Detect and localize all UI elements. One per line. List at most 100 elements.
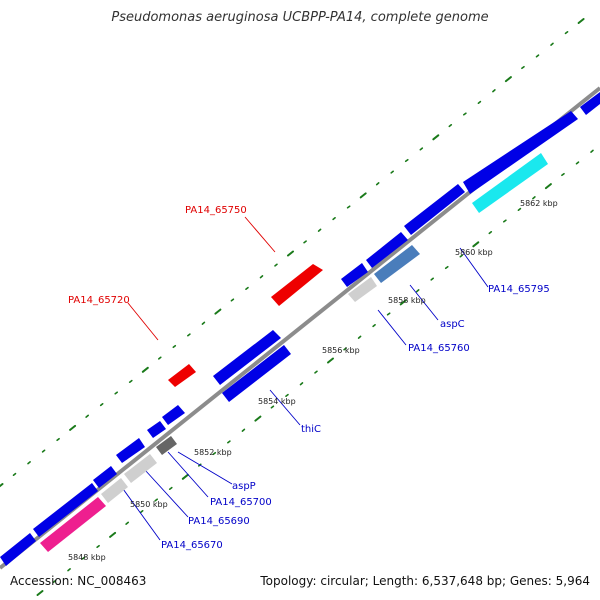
gene-f8[interactable] (341, 263, 368, 287)
gene-f1[interactable] (0, 533, 36, 566)
gene-f10[interactable] (404, 184, 465, 235)
tick-dot (544, 183, 552, 190)
tick-dot (299, 382, 304, 386)
gene-pa14-65720[interactable] (168, 364, 196, 387)
label-pa14-65760[interactable]: PA14_65760 (408, 343, 470, 354)
tick-dot (274, 263, 278, 267)
tick-dot (139, 509, 144, 514)
kbp-5848: 5848 kbp (68, 553, 106, 562)
tick-dot (56, 437, 60, 442)
tick-dot (404, 158, 409, 163)
tick-dot (12, 472, 17, 477)
tick-dot (287, 250, 294, 257)
gene-f2[interactable] (33, 483, 98, 537)
tick-dot (285, 393, 289, 398)
kbp-5856: 5856 kbp (322, 346, 360, 355)
label-pa14-65670[interactable]: PA14_65670 (161, 540, 223, 551)
tick-dot (96, 544, 100, 549)
tick-dot (535, 54, 540, 58)
gene-f5[interactable] (147, 421, 166, 438)
gene-f3[interactable] (93, 466, 117, 488)
tick-dot (504, 76, 512, 83)
label-pa14-65750[interactable]: PA14_65750 (185, 205, 247, 216)
tick-dot (390, 170, 395, 174)
tick-dot (125, 521, 129, 525)
gene-gray-dark[interactable] (156, 436, 177, 455)
gene-pa14-65670[interactable] (40, 497, 106, 552)
kbp-5858: 5858 kbp (388, 296, 426, 305)
tick-dot (346, 205, 351, 209)
tick-dot (109, 531, 117, 538)
label-pa14-65690[interactable]: PA14_65690 (188, 516, 250, 527)
tick-dot (69, 424, 77, 431)
tick-dot (521, 65, 525, 70)
tick-dot (532, 196, 536, 200)
topology-summary: Topology: circular; Length: 6,537,648 bp… (260, 574, 590, 588)
tick-dot (564, 30, 569, 35)
tick-dot (317, 228, 322, 232)
tick-dot (357, 335, 362, 339)
gene-f6[interactable] (162, 405, 185, 425)
tick-dot (575, 161, 580, 165)
label-aspp[interactable]: aspP (232, 481, 256, 492)
tick-dot (27, 461, 31, 465)
gene-gray-1[interactable] (101, 478, 128, 503)
tick-dot (444, 265, 449, 270)
tick-dots (0, 18, 594, 596)
tick-dot (0, 483, 4, 488)
gene-aspc[interactable] (374, 245, 420, 283)
gene-f11[interactable] (463, 111, 578, 194)
tick-dot (517, 207, 522, 211)
tick-dot (432, 134, 440, 141)
tick-dot (36, 590, 44, 596)
leader-lines (117, 216, 489, 541)
tick-dot (141, 366, 149, 373)
label-aspc[interactable]: aspC (440, 319, 465, 330)
tick-dot (187, 333, 191, 337)
tick-dot (241, 428, 246, 432)
tick-dot (492, 89, 496, 93)
tick-dot (128, 379, 133, 384)
tick-dot (85, 414, 89, 418)
tick-dot (212, 451, 217, 456)
gene-f7[interactable] (213, 330, 281, 385)
scale-labels: 5848 kbp 5850 kbp 5852 kbp 5854 kbp 5856… (68, 199, 558, 562)
tick-dot (41, 449, 46, 453)
tick-dot (375, 182, 380, 186)
label-thic[interactable]: thiC (301, 424, 321, 435)
tick-dot (550, 42, 554, 46)
label-pa14-65795[interactable]: PA14_65795 (488, 284, 550, 295)
tick-dot (67, 568, 71, 572)
tick-dot (270, 405, 275, 409)
tick-dot (230, 298, 235, 302)
tick-dot (343, 347, 347, 351)
gene-pa14-65795[interactable] (472, 153, 548, 213)
label-pa14-65700[interactable]: PA14_65700 (210, 497, 272, 508)
tick-dot (488, 231, 493, 235)
tick-dot (201, 321, 206, 325)
label-pa14-65720[interactable]: PA14_65720 (68, 295, 130, 306)
forward-genes-upper (0, 92, 600, 566)
tick-dot (332, 217, 336, 221)
tick-dot (459, 254, 464, 258)
map-title: Pseudomonas aeruginosa UCBPP-PA14, compl… (111, 10, 489, 25)
gene-thic[interactable] (222, 345, 291, 402)
kbp-5850: 5850 kbp (130, 500, 168, 509)
gene-f4[interactable] (116, 438, 145, 463)
kbp-5854: 5854 kbp (258, 397, 296, 406)
tick-dot (419, 147, 424, 151)
tick-dot (415, 289, 420, 293)
tick-dot (561, 172, 565, 177)
gene-f9[interactable] (366, 232, 408, 268)
gene-f12[interactable] (580, 92, 600, 115)
tick-dot (577, 18, 585, 24)
tick-dot (386, 312, 391, 316)
gene-gray-2[interactable] (124, 454, 157, 483)
gene-pa14-65750[interactable] (271, 264, 323, 306)
tick-dot (99, 402, 104, 407)
tick-dot (472, 241, 480, 248)
gene-pa14-65760[interactable] (348, 277, 377, 302)
tick-dot (245, 286, 249, 291)
tick-dot (477, 100, 482, 104)
tick-dot (448, 124, 453, 128)
